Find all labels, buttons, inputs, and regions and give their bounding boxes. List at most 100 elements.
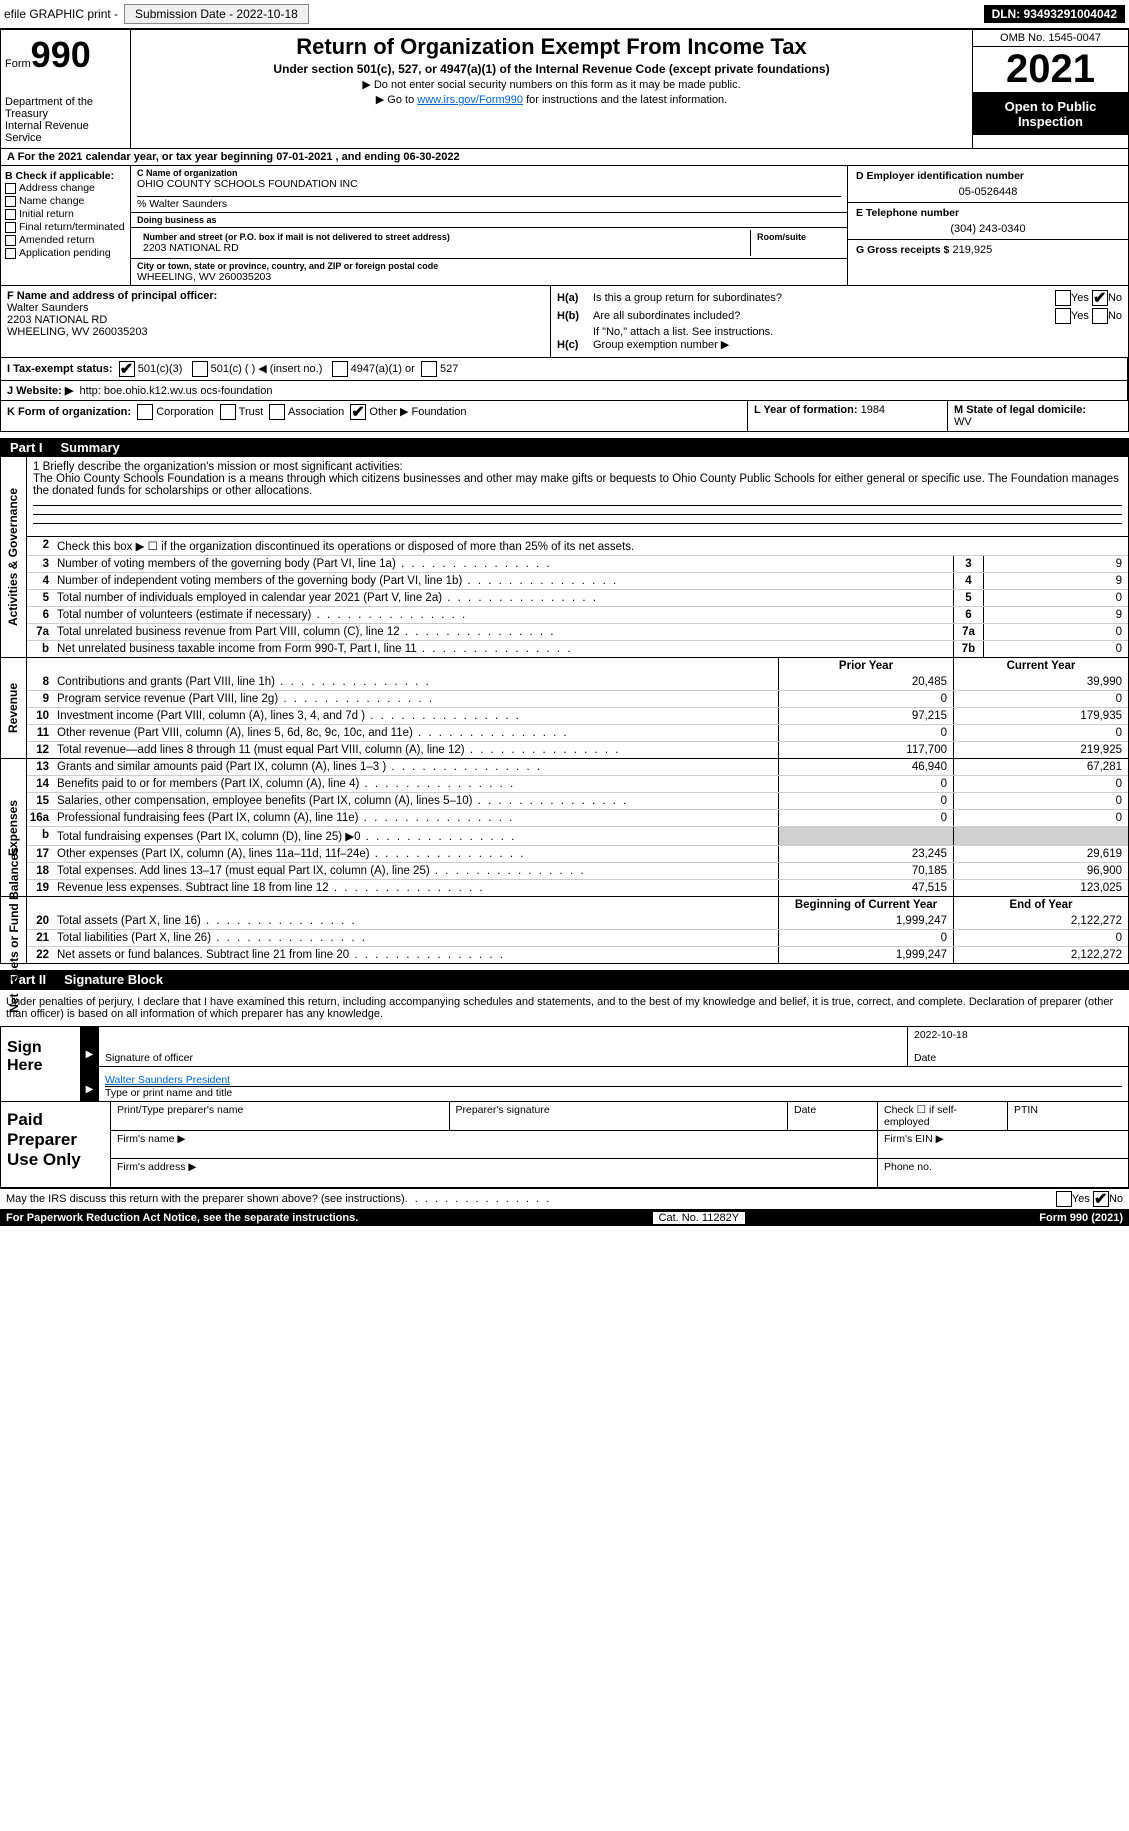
tax-exempt-status: I Tax-exempt status: 501(c)(3) 501(c) ( …: [1, 358, 1128, 380]
officer-name: Walter Saunders: [7, 302, 544, 314]
irs-link[interactable]: www.irs.gov/Form990: [417, 94, 523, 106]
line-num: b: [27, 641, 53, 657]
field-label: Doing business as: [137, 215, 841, 225]
summary-line: b Total fundraising expenses (Part IX, c…: [27, 826, 1128, 845]
checkbox-icon[interactable]: [332, 361, 348, 377]
no-label: No: [1109, 1193, 1123, 1205]
checkbox-icon[interactable]: [350, 404, 366, 420]
line-num: 12: [27, 742, 53, 758]
prior-value: 46,940: [778, 759, 953, 775]
checkbox-icon[interactable]: [137, 404, 153, 420]
sig-row-2: Walter Saunders President Type or print …: [81, 1067, 1128, 1101]
line-boxnum: 5: [953, 590, 983, 606]
checkbox-icon[interactable]: [1092, 290, 1108, 306]
paid-right: Print/Type preparer's name Preparer's si…: [111, 1102, 1128, 1187]
chk-initial[interactable]: Initial return: [5, 208, 126, 220]
checkbox-icon[interactable]: [421, 361, 437, 377]
begin-year-hdr: Beginning of Current Year: [778, 897, 953, 913]
current-value: 2,122,272: [953, 913, 1128, 929]
current-value: 29,619: [953, 846, 1128, 862]
chk-amended[interactable]: Amended return: [5, 234, 126, 246]
summary-line: 8 Contributions and grants (Part VIII, l…: [27, 674, 1128, 690]
firm-name-label: Firm's name ▶: [111, 1131, 878, 1158]
gross-value: 219,925: [952, 244, 992, 256]
line-desc: Net assets or fund balances. Subtract li…: [53, 947, 778, 963]
checkbox-icon[interactable]: [1055, 290, 1071, 306]
line-desc: Salaries, other compensation, employee b…: [53, 793, 778, 809]
checkbox-icon[interactable]: [1055, 308, 1071, 324]
line-boxnum: 6: [953, 607, 983, 623]
part-title: Signature Block: [56, 970, 171, 989]
checkbox-icon: [5, 235, 16, 246]
hb-opts: Yes No: [1055, 308, 1122, 324]
blank: [27, 897, 53, 913]
prior-value: 0: [778, 810, 953, 826]
care-of: % Walter Saunders: [137, 196, 841, 210]
checkbox-icon[interactable]: [119, 361, 135, 377]
checkbox-icon[interactable]: [269, 404, 285, 420]
submission-date-button[interactable]: Submission Date - 2022-10-18: [124, 4, 309, 24]
sign-here-label: Sign Here: [1, 1027, 81, 1101]
rev-lines: 8 Contributions and grants (Part VIII, l…: [27, 674, 1128, 758]
summary-line: 20 Total assets (Part X, line 16) 1,999,…: [27, 913, 1128, 929]
line-num: 22: [27, 947, 53, 963]
net-lines: 20 Total assets (Part X, line 16) 1,999,…: [27, 913, 1128, 963]
discuss-question: May the IRS discuss this return with the…: [6, 1193, 405, 1205]
city-value: WHEELING, WV 260035203: [137, 271, 841, 283]
summary-line: 16a Professional fundraising fees (Part …: [27, 809, 1128, 826]
prep-self-label: Check ☐ if self-employed: [878, 1102, 1008, 1130]
current-value: 0: [953, 810, 1128, 826]
checkbox-icon[interactable]: [192, 361, 208, 377]
note2-pre: ▶ Go to: [376, 94, 417, 106]
row-j: J Website: ▶ http: boe.ohio.k12.wv.us oc…: [0, 381, 1129, 401]
box-e: E Telephone number (304) 243-0340: [848, 203, 1128, 240]
section-expenses: Expenses 13 Grants and similar amounts p…: [0, 759, 1129, 897]
line-num: 18: [27, 863, 53, 879]
opt-other: Other ▶: [369, 406, 408, 418]
chk-address[interactable]: Address change: [5, 182, 126, 194]
ein-value: 05-0526448: [856, 186, 1120, 198]
gross-label: G Gross receipts $: [856, 244, 949, 256]
line-desc: Total assets (Part X, line 16): [53, 913, 778, 929]
h-c: H(c) Group exemption number ▶: [557, 338, 1122, 351]
opt-corp: Corporation: [156, 406, 213, 418]
chk-final[interactable]: Final return/terminated: [5, 221, 126, 233]
chk-name[interactable]: Name change: [5, 195, 126, 207]
line-desc: Grants and similar amounts paid (Part IX…: [53, 759, 778, 775]
note2: ▶ Go to www.irs.gov/Form990 for instruct…: [139, 93, 964, 106]
ha-label: H(a): [557, 292, 593, 304]
ein-label: D Employer identification number: [856, 170, 1120, 182]
chk-pending[interactable]: Application pending: [5, 247, 126, 259]
gov-body: 1 Briefly describe the organization's mi…: [27, 457, 1128, 657]
mission-text: The Ohio County Schools Foundation is a …: [33, 473, 1122, 497]
website-value: http: boe.ohio.k12.wv.us ocs-foundation: [79, 385, 272, 397]
checkbox-icon[interactable]: [1093, 1191, 1109, 1207]
vlabel-text: Revenue: [7, 683, 21, 733]
line-num: 10: [27, 708, 53, 724]
summary-line: 15 Salaries, other compensation, employe…: [27, 792, 1128, 809]
omb-label: OMB No. 1545-0047: [973, 30, 1128, 47]
box-c: C Name of organization OHIO COUNTY SCHOO…: [131, 166, 848, 285]
sig-name-link[interactable]: Walter Saunders President: [105, 1074, 1122, 1086]
line-desc: Total expenses. Add lines 13–17 (must eq…: [53, 863, 778, 879]
hc-text: Group exemption number ▶: [593, 338, 1122, 351]
checkbox-icon[interactable]: [1056, 1191, 1072, 1207]
line-desc: Investment income (Part VIII, column (A)…: [53, 708, 778, 724]
blank: [53, 897, 778, 913]
gov-lines: 2 Check this box ▶ ☐ if the organization…: [27, 537, 1128, 657]
city-field: City or town, state or province, country…: [131, 259, 847, 285]
checkbox-icon[interactable]: [1092, 308, 1108, 324]
arrow-icon: [81, 1027, 99, 1066]
current-value: 67,281: [953, 759, 1128, 775]
line-num: 16a: [27, 810, 53, 826]
line-num: 5: [27, 590, 53, 606]
summary-line: 14 Benefits paid to or for members (Part…: [27, 775, 1128, 792]
line-desc: Check this box ▶ ☐ if the organization d…: [53, 537, 1128, 555]
summary-line: 13 Grants and similar amounts paid (Part…: [27, 759, 1128, 775]
blank: [53, 658, 778, 674]
prep-sig-label: Preparer's signature: [450, 1102, 789, 1130]
chk-label: Application pending: [19, 247, 111, 259]
line-value: 0: [983, 590, 1128, 606]
checkbox-icon[interactable]: [220, 404, 236, 420]
arrow-icon: [81, 1067, 99, 1101]
